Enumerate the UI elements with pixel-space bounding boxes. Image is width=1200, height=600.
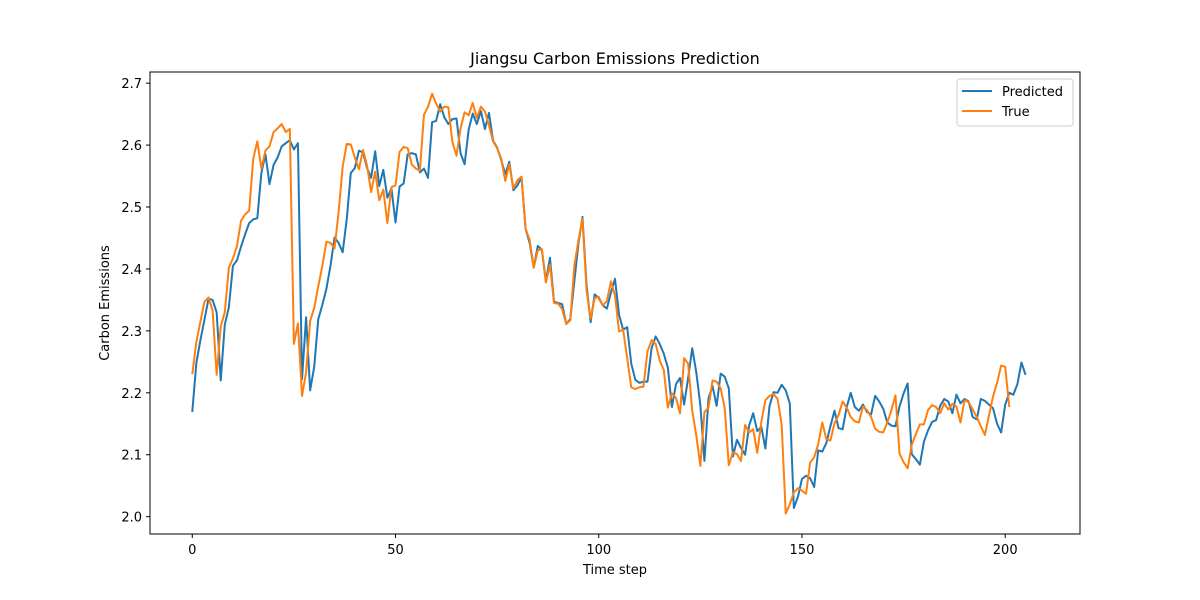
y-axis-title: Carbon Emissions xyxy=(98,245,113,361)
y-tick-label: 2.7 xyxy=(121,77,142,92)
x-tick-label: 200 xyxy=(993,543,1018,558)
x-tick-label: 0 xyxy=(188,543,196,558)
plot-frame xyxy=(149,71,1081,535)
legend: Predicted True xyxy=(956,78,1074,127)
x-axis: 0 50 100 150 200 xyxy=(188,534,1018,558)
y-tick-label: 2.6 xyxy=(121,139,142,154)
y-tick-label: 2.3 xyxy=(121,325,142,340)
y-tick-label: 2.4 xyxy=(121,263,142,278)
y-tick-label: 2.0 xyxy=(121,511,142,526)
y-tick-label: 2.2 xyxy=(121,387,142,402)
x-tick-label: 100 xyxy=(586,543,611,558)
x-tick-label: 50 xyxy=(387,543,404,558)
legend-label-predicted: Predicted xyxy=(1002,85,1063,100)
y-tick-label: 2.5 xyxy=(121,201,142,216)
plot-area xyxy=(191,92,1027,515)
chart-title: Jiangsu Carbon Emissions Prediction xyxy=(469,49,760,68)
x-tick-label: 150 xyxy=(790,543,815,558)
x-axis-title: Time step xyxy=(582,563,647,578)
y-tick-label: 2.1 xyxy=(121,449,142,464)
legend-label-true: True xyxy=(1001,105,1030,120)
series-line-true xyxy=(191,92,1011,515)
y-axis: 2.0 2.1 2.2 2.3 2.4 2.5 2.6 2.7 xyxy=(121,77,150,526)
series-line-predicted xyxy=(191,103,1027,509)
